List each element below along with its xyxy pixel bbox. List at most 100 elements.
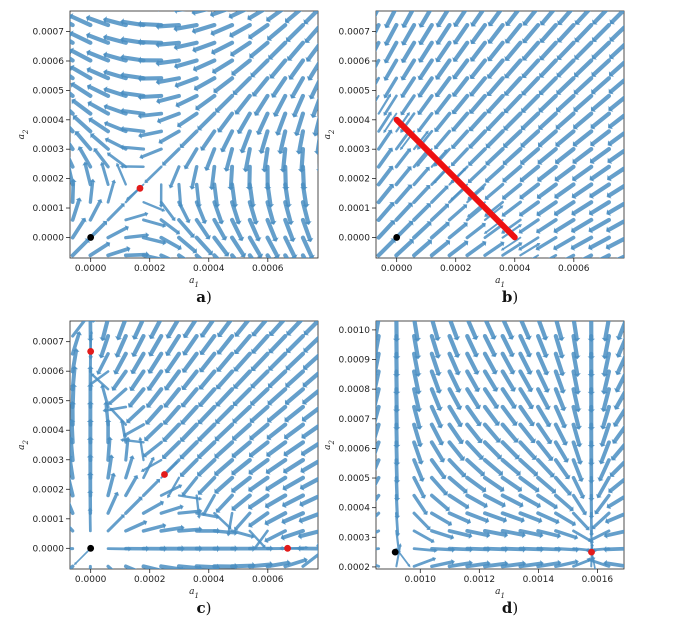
quiver-arrow — [106, 226, 128, 240]
quiver-arrow — [106, 2, 126, 7]
quiver-arrow — [143, 440, 163, 457]
quiver-arrowhead — [70, 81, 76, 88]
quiver-arrowhead — [517, 486, 523, 493]
quiver-arrowhead — [587, 537, 592, 543]
quiver-arrow — [307, 60, 318, 80]
quiver-arrow — [212, 253, 220, 258]
quiver-arrow — [106, 455, 113, 480]
quiver-arrowhead — [556, 72, 562, 78]
x-tick-label: 0.0016 — [582, 575, 614, 585]
quiver-arrowhead — [400, 23, 408, 28]
quiver-arrowhead — [229, 31, 234, 39]
quiver-arrow — [321, 202, 326, 222]
quiver-arrow — [483, 321, 496, 339]
y-axis-label: a2 — [323, 440, 336, 450]
quiver-arrow — [565, 253, 576, 258]
quiver-arrowhead — [87, 338, 94, 342]
quiver-arrowhead — [610, 455, 617, 461]
equilibrium-point — [284, 544, 291, 552]
quiver-arrow — [447, 351, 460, 375]
quiver-arrow — [376, 369, 381, 393]
quiver-arrowhead — [304, 37, 311, 43]
quiver-arrowhead — [145, 402, 152, 408]
quiver-arrow — [214, 440, 235, 459]
quiver-field — [376, 321, 624, 569]
quiver-arrowhead — [503, 125, 509, 131]
quiver-arrow — [412, 167, 430, 187]
quiver-arrow — [436, 11, 450, 27]
quiver-arrowhead — [327, 272, 334, 277]
quiver-arrow — [70, 332, 81, 356]
quiver-arrow — [430, 321, 440, 341]
quiver-arrow — [384, 94, 398, 115]
quiver-arrowhead — [589, 533, 595, 537]
quiver-arrow — [465, 241, 486, 258]
quiver-arrowhead — [127, 402, 134, 408]
quiver-arrowhead — [318, 187, 326, 190]
quiver-arrowhead — [320, 204, 327, 208]
quiver-arrow — [230, 40, 252, 57]
quiver-arrow — [94, 148, 110, 169]
quiver-arrow — [262, 146, 270, 172]
quiver-arrow — [376, 422, 381, 440]
quiver-arrow — [465, 404, 481, 426]
quiver-arrowhead — [159, 500, 165, 506]
quiver-arrow — [162, 458, 181, 477]
quiver-arrow — [429, 404, 443, 428]
x-tick-label: 0.0010 — [405, 575, 437, 585]
quiver-arrow — [281, 528, 305, 540]
quiver-arrow — [104, 402, 110, 427]
quiver-arrow — [376, 458, 381, 471]
quiver-arrow — [180, 440, 199, 459]
quiver-arrow — [482, 351, 497, 374]
quiver-arrow — [216, 387, 235, 407]
quiver-arrow — [124, 520, 147, 533]
quiver-arrow — [554, 217, 576, 233]
quiver-arrow — [503, 111, 523, 131]
quiver-arrow — [124, 476, 138, 498]
quiver-arrow — [200, 129, 217, 151]
quiver-arrowhead — [503, 108, 510, 114]
quiver-arrowhead — [283, 450, 289, 458]
quiver-arrow — [141, 501, 163, 515]
quiver-arrowhead — [484, 213, 489, 217]
quiver-arrow — [504, 76, 523, 96]
quiver-arrow — [436, 40, 452, 62]
quiver-arrowhead — [144, 419, 151, 425]
quiver-arrowhead — [383, 23, 391, 29]
quiver-arrowhead — [526, 370, 533, 375]
quiver-arrow — [197, 458, 217, 477]
quiver-arrow — [141, 6, 161, 7]
y-tick-label: 0.0001 — [33, 204, 65, 214]
quiver-arrow — [599, 253, 611, 258]
quiver-arrowhead — [487, 21, 494, 27]
panel-caption: a) — [196, 288, 212, 306]
quiver-arrowhead — [600, 390, 608, 395]
quiver-arrowhead — [53, 46, 58, 52]
quiver-arrow — [311, 97, 318, 118]
quiver-arrow — [394, 203, 413, 222]
quiver-arrowhead — [264, 537, 269, 543]
y-tick-label: 0.0001 — [339, 204, 371, 214]
quiver-arrowhead — [325, 255, 332, 259]
quiver-arrow — [104, 405, 128, 412]
quiver-arrowhead — [155, 78, 160, 86]
quiver-arrow — [465, 511, 489, 523]
quiver-arrow — [604, 561, 624, 568]
quiver-arrow — [270, 58, 288, 79]
quiver-arrow — [571, 200, 594, 216]
quiver-arrowhead — [451, 559, 455, 566]
y-tick-label: 0.0002 — [339, 175, 371, 185]
quiver-arrow — [376, 130, 392, 151]
quiver-arrow — [539, 76, 558, 95]
quiver-arrow — [486, 111, 505, 131]
quiver-arrowhead — [99, 337, 107, 342]
quiver-arrow — [487, 58, 505, 79]
quiver-arrow — [216, 351, 235, 372]
quiver-arrow — [165, 333, 182, 356]
equilibrium-line — [393, 116, 518, 241]
quiver-arrow — [376, 511, 381, 518]
quiver-arrowhead — [213, 204, 221, 208]
quiver-arrow — [321, 167, 322, 187]
quiver-arrow — [285, 369, 306, 388]
